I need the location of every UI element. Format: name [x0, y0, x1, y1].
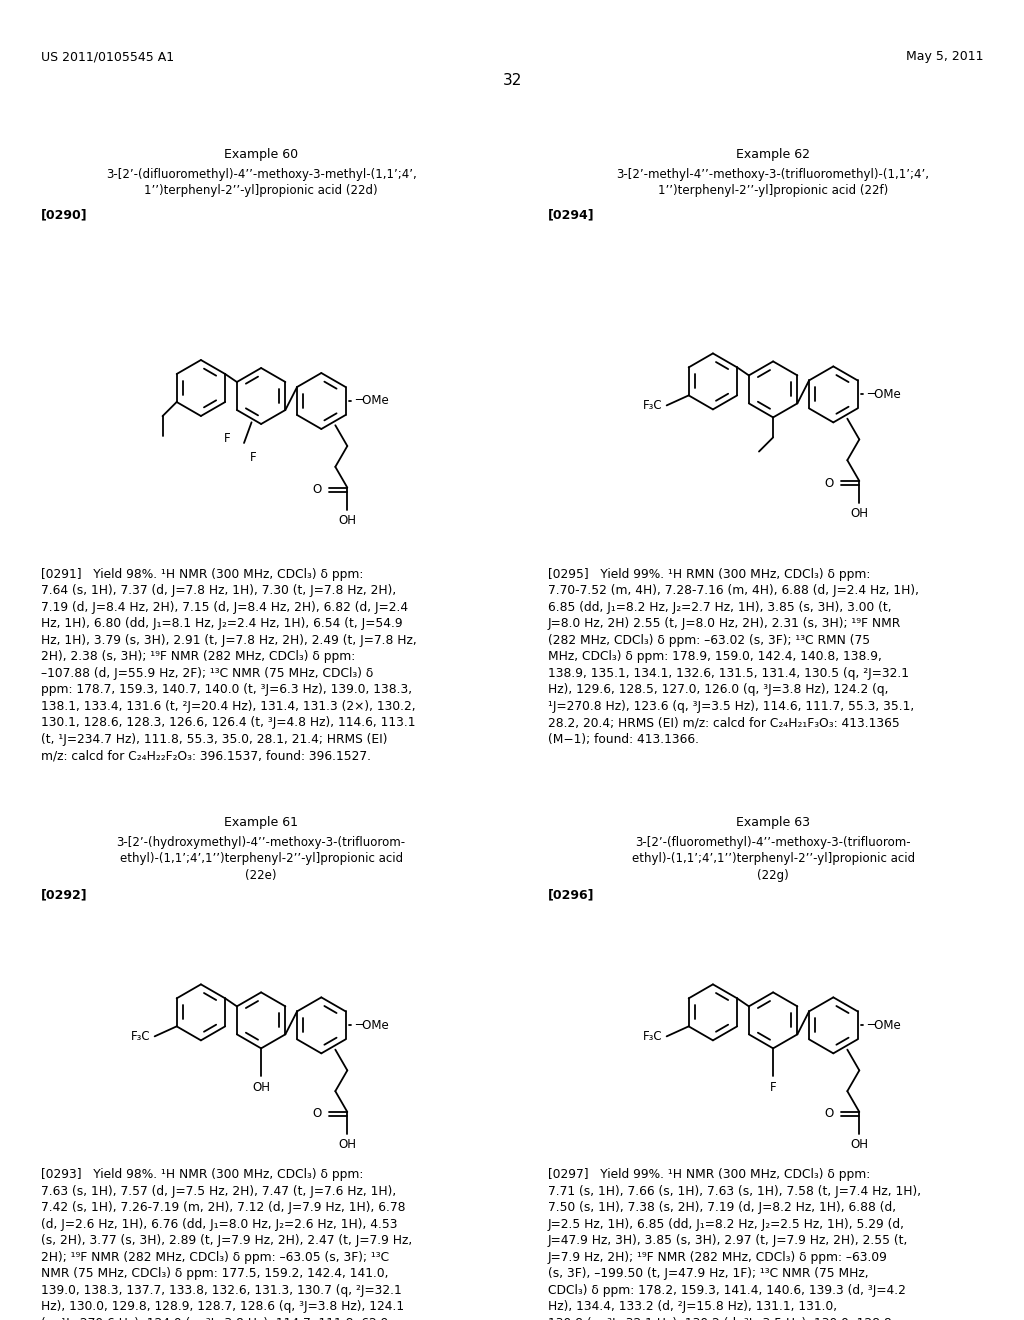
Text: 3-[2’-methyl-4’’-methoxy-3-(trifluoromethyl)-(1,1’;4’,
1’’)terphenyl-2’’-yl]prop: 3-[2’-methyl-4’’-methoxy-3-(trifluoromet…: [616, 168, 930, 197]
Text: OH: OH: [338, 1138, 356, 1151]
Text: OH: OH: [850, 1138, 868, 1151]
Text: [0293]   Yield 98%. ¹H NMR (300 MHz, CDCl₃) δ ppm:
7.63 (s, 1H), 7.57 (d, J=7.5 : [0293] Yield 98%. ¹H NMR (300 MHz, CDCl₃…: [41, 1168, 413, 1320]
Text: [0295]   Yield 99%. ¹H RMN (300 MHz, CDCl₃) δ ppm:
7.70-7.52 (m, 4H), 7.28-7.16 : [0295] Yield 99%. ¹H RMN (300 MHz, CDCl₃…: [548, 568, 919, 746]
Text: F: F: [250, 451, 257, 465]
Text: F₃C: F₃C: [643, 1030, 663, 1043]
Text: ─OMe: ─OMe: [354, 1019, 388, 1032]
Text: [0294]: [0294]: [548, 209, 595, 222]
Text: [0296]: [0296]: [548, 888, 594, 902]
Text: F₃C: F₃C: [131, 1030, 151, 1043]
Text: F₃C: F₃C: [643, 399, 663, 412]
Text: 3-[2’-(difluoromethyl)-4’’-methoxy-3-methyl-(1,1’;4’,
1’’)terphenyl-2’’-yl]propi: 3-[2’-(difluoromethyl)-4’’-methoxy-3-met…: [105, 168, 417, 197]
Text: 32: 32: [503, 73, 521, 87]
Text: OH: OH: [252, 1081, 270, 1094]
Text: 3-[2’-(hydroxymethyl)-4’’-methoxy-3-(trifluorom-
ethyl)-(1,1’;4’,1’’)terphenyl-2: 3-[2’-(hydroxymethyl)-4’’-methoxy-3-(tri…: [117, 836, 406, 882]
Text: Example 63: Example 63: [736, 816, 810, 829]
Text: OH: OH: [850, 507, 868, 520]
Text: [0292]: [0292]: [41, 888, 88, 902]
Text: Example 62: Example 62: [736, 148, 810, 161]
Text: O: O: [824, 1107, 834, 1121]
Text: O: O: [312, 1107, 322, 1121]
Text: [0291]   Yield 98%. ¹H NMR (300 MHz, CDCl₃) δ ppm:
7.64 (s, 1H), 7.37 (d, J=7.8 : [0291] Yield 98%. ¹H NMR (300 MHz, CDCl₃…: [41, 568, 417, 762]
Text: [0290]: [0290]: [41, 209, 88, 222]
Text: ─OMe: ─OMe: [866, 1019, 900, 1032]
Text: ─OMe: ─OMe: [354, 395, 388, 408]
Text: F: F: [223, 433, 230, 445]
Text: O: O: [824, 477, 834, 490]
Text: F: F: [770, 1081, 776, 1094]
Text: US 2011/0105545 A1: US 2011/0105545 A1: [41, 50, 174, 63]
Text: OH: OH: [338, 513, 356, 527]
Text: O: O: [312, 483, 322, 496]
Text: 3-[2’-(fluoromethyl)-4’’-methoxy-3-(trifluorom-
ethyl)-(1,1’;4’,1’’)terphenyl-2’: 3-[2’-(fluoromethyl)-4’’-methoxy-3-(trif…: [632, 836, 914, 882]
Text: [0297]   Yield 99%. ¹H NMR (300 MHz, CDCl₃) δ ppm:
7.71 (s, 1H), 7.66 (s, 1H), 7: [0297] Yield 99%. ¹H NMR (300 MHz, CDCl₃…: [548, 1168, 921, 1320]
Text: ─OMe: ─OMe: [866, 388, 900, 401]
Text: Example 60: Example 60: [224, 148, 298, 161]
Text: Example 61: Example 61: [224, 816, 298, 829]
Text: May 5, 2011: May 5, 2011: [905, 50, 983, 63]
